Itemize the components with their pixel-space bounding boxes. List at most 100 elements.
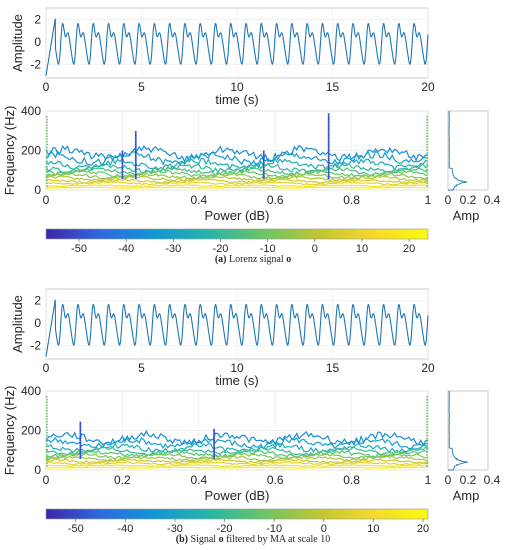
- spike-point: [262, 173, 265, 176]
- spike-point: [262, 157, 265, 160]
- edge-point: [426, 418, 428, 420]
- y-tick-label: 200: [21, 144, 41, 158]
- spike-point: [213, 451, 216, 454]
- colorbar-tick-label: 0: [312, 243, 318, 255]
- series-line: [45, 442, 429, 454]
- edge-point: [46, 168, 48, 171]
- x-tick-label: 0.4: [484, 473, 501, 487]
- edge-point: [46, 401, 48, 404]
- edge-point: [46, 151, 48, 154]
- spike-point: [134, 154, 137, 157]
- caption-tag: (b): [176, 534, 188, 545]
- spike-point: [134, 164, 137, 167]
- spike-point: [327, 143, 330, 146]
- spike-point: [213, 437, 216, 440]
- spike-point: [213, 455, 216, 458]
- spike-point: [79, 457, 82, 460]
- edge-point: [46, 160, 48, 163]
- y-axis-label: Amplitude: [10, 295, 25, 353]
- edge-point: [46, 163, 48, 165]
- spike-point: [121, 166, 124, 169]
- edge-point: [426, 454, 428, 456]
- series-line: [45, 169, 429, 178]
- spike-point: [79, 432, 82, 435]
- spike-point: [327, 132, 330, 135]
- x-axis-label: Amp: [453, 208, 480, 223]
- colorbar-rect: [45, 228, 429, 240]
- spike-point: [213, 428, 216, 431]
- series-line: [45, 172, 429, 180]
- edge-point: [46, 409, 48, 412]
- edge-point: [46, 149, 48, 152]
- colorbar-tick-label: -40: [117, 523, 133, 535]
- spike-point: [213, 439, 216, 442]
- edge-point: [426, 465, 428, 467]
- spike-point: [213, 446, 216, 449]
- edge-point: [426, 157, 428, 160]
- spike-point: [262, 152, 265, 155]
- edge-point: [426, 415, 428, 418]
- x-tick-label: 15: [326, 80, 340, 94]
- x-axis-label: Power (dB): [204, 208, 269, 223]
- edge-point: [46, 398, 48, 401]
- edge-point: [426, 437, 428, 440]
- edge-point: [426, 185, 428, 187]
- edge-point: [426, 179, 428, 182]
- spike-point: [79, 421, 82, 424]
- edge-point: [426, 168, 428, 171]
- edge-point: [426, 456, 428, 459]
- y-tick-label: 0: [34, 35, 41, 49]
- edge-point: [426, 434, 428, 437]
- spike-point: [134, 157, 137, 160]
- amp-axes-box: [447, 390, 489, 471]
- edge-point: [46, 135, 48, 138]
- x-tick-label: 5: [138, 80, 145, 94]
- y-tick-label: 2: [34, 293, 41, 307]
- edge-point: [46, 459, 48, 462]
- colorbar-tick-label: 20: [403, 243, 415, 255]
- caption-text: Signal: [188, 534, 219, 545]
- x-tick-label: 0.8: [343, 473, 360, 487]
- spike-point: [327, 159, 330, 162]
- y-tick-label: 400: [21, 384, 41, 398]
- colorbar-tick-label: -50: [71, 243, 87, 255]
- edge-point: [46, 143, 48, 146]
- edge-point: [46, 121, 48, 124]
- spike-point: [134, 146, 137, 149]
- edge-point: [426, 423, 428, 426]
- y-tick-label: 0: [34, 316, 41, 330]
- x-axis-label: Power (dB): [204, 488, 269, 503]
- spike-point: [134, 130, 137, 133]
- colorbar-tick-label: -30: [165, 243, 181, 255]
- spike-point: [79, 428, 82, 431]
- series-line: [45, 466, 429, 469]
- y-axis-label: Frequency (Hz): [2, 106, 17, 196]
- spike-point: [134, 161, 137, 164]
- spike-point: [262, 154, 265, 157]
- colorbar-tick-label: -10: [260, 243, 276, 255]
- edge-point: [46, 396, 48, 398]
- spike-point: [79, 450, 82, 453]
- spike-point: [134, 177, 137, 180]
- edge-point: [46, 179, 48, 182]
- edge-point: [46, 423, 48, 426]
- x-tick-label: 0.8: [343, 193, 360, 207]
- x-tick-label: 15: [326, 361, 340, 375]
- spike-point: [121, 175, 124, 178]
- colorbar-tick-label: 10: [367, 523, 379, 535]
- edge-point: [426, 138, 428, 140]
- spike-point: [327, 118, 330, 121]
- edge-point: [46, 127, 48, 129]
- edge-point: [46, 129, 48, 132]
- panel-b-spectrum: 0 0.2 0.4 0.6 0.8 1 0 200 400 Power (dB) Frequency…: [2, 384, 432, 503]
- edge-point: [426, 445, 428, 448]
- edge-point: [426, 129, 428, 132]
- edge-point: [46, 454, 48, 456]
- edge-point: [46, 176, 48, 179]
- edge-point: [46, 154, 48, 157]
- spike-point: [79, 439, 82, 442]
- spike-point: [213, 441, 216, 444]
- spike-point: [134, 171, 137, 174]
- spike-point: [79, 451, 82, 454]
- edge-point: [426, 407, 428, 409]
